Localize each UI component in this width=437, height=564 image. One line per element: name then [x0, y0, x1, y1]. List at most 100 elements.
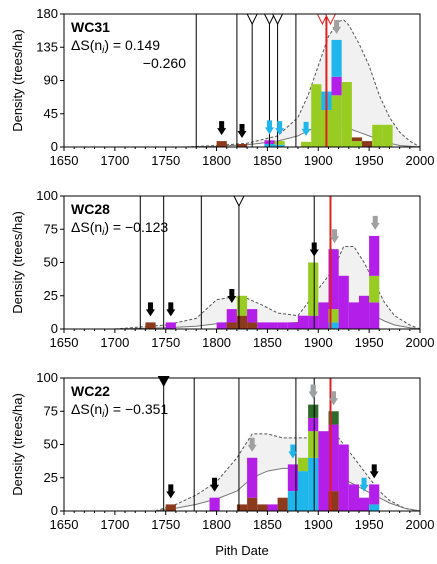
y-axis-label: Density (trees/ha) [10, 211, 25, 314]
open-triangle-marker [271, 13, 284, 26]
x-tick-label: 1750 [151, 517, 180, 532]
black-arrow-marker [369, 464, 379, 479]
black-arrow-marker [309, 242, 319, 257]
x-tick-label: 1900 [304, 153, 333, 168]
delta-s-statistic: ΔS(ni) = −0.123 [71, 219, 168, 238]
x-tick-label: 1800 [202, 517, 231, 532]
x-tick-label: 1850 [253, 517, 282, 532]
cyan-arrow-marker [359, 477, 369, 492]
bar-segment [165, 322, 176, 329]
y-tick-label: 0 [51, 321, 58, 336]
open-triangle-marker [246, 13, 258, 26]
bar-segment [308, 315, 319, 329]
bar-segment [369, 302, 380, 329]
envelope-upper-line [186, 19, 421, 148]
cyan-arrow-marker [264, 120, 274, 135]
x-tick-label: 1950 [355, 517, 384, 532]
gray-arrow-marker [308, 384, 318, 399]
bar-segment [362, 141, 373, 147]
gray-arrow-marker [330, 229, 340, 244]
y-tick-label: 100 [36, 188, 58, 203]
envelope-upper-line [114, 246, 421, 330]
bar-segment [369, 504, 380, 511]
x-tick-label: 1650 [50, 517, 79, 532]
x-tick-label: 1650 [50, 335, 79, 350]
bar-segment [267, 504, 278, 511]
bar-segment [236, 504, 248, 511]
stat-label: ΔS(n [71, 37, 102, 53]
bar-segment [308, 262, 319, 316]
bar-segment [348, 302, 359, 329]
bar-segment [372, 124, 383, 147]
bar-segment [247, 457, 258, 498]
gray-arrow-marker [332, 19, 342, 34]
stat-subscript: i [102, 45, 105, 56]
bar-segment [287, 322, 298, 329]
panel-title: WC31 [71, 19, 110, 35]
stat-subscript: i [102, 409, 105, 420]
y-tick-label: 25 [44, 470, 58, 485]
filled-triangle-marker [157, 376, 170, 387]
x-tick-label: 1850 [253, 335, 282, 350]
x-tick-label: 1900 [304, 335, 333, 350]
black-arrow-marker [145, 302, 155, 317]
bar-segment [328, 322, 339, 329]
bar-segment [331, 39, 342, 77]
stat-label: ΔS(n [71, 219, 102, 235]
gray-arrow-marker [329, 391, 339, 406]
bar-segment [277, 497, 288, 511]
bar-segment [359, 295, 370, 330]
y-tick-label: 45 [44, 106, 58, 121]
bar-segment [247, 309, 258, 323]
x-tick-label: 2000 [406, 517, 435, 532]
bar-segment [301, 141, 312, 147]
bar-segment [209, 497, 220, 511]
panel-title: WC22 [71, 383, 110, 399]
bar-segment [338, 275, 349, 329]
bar-segment [359, 497, 370, 511]
bar-segment [267, 322, 278, 329]
x-tick-label: 1700 [100, 153, 129, 168]
x-axis-label: Pith Date [215, 543, 268, 558]
y-tick-label: 135 [36, 39, 58, 54]
y-tick-label: 25 [44, 288, 58, 303]
bar-segment [236, 315, 248, 329]
y-tick-label: 50 [44, 255, 58, 270]
x-tick-label: 1650 [50, 153, 79, 168]
y-tick-label: 180 [36, 6, 58, 21]
stat-subscript: i [102, 227, 105, 238]
bar-segment [369, 235, 380, 276]
bar-segment [348, 484, 359, 511]
y-tick-label: 0 [51, 503, 58, 518]
bar-segment [297, 471, 309, 511]
x-tick-label: 1700 [100, 517, 129, 532]
black-arrow-marker [166, 484, 176, 499]
bar-segment [226, 309, 237, 323]
x-tick-label: 1800 [202, 153, 231, 168]
stat-value: ) = −0.351 [104, 401, 168, 417]
bar-segment [328, 309, 339, 323]
bar-segment [287, 464, 298, 491]
y-tick-label: 75 [44, 403, 58, 418]
gray-arrow-marker [247, 437, 257, 452]
open-triangle-marker [233, 195, 245, 208]
bar-segment [311, 84, 322, 147]
x-tick-label: 1800 [202, 335, 231, 350]
bar-segment [351, 137, 363, 142]
stat-label: ΔS(n [71, 401, 102, 417]
bar-segment [145, 322, 156, 329]
bar-segment [328, 491, 339, 511]
bar-segment [247, 497, 258, 511]
bar-segment [308, 417, 319, 432]
y-axis-label: Density (trees/ha) [10, 29, 25, 132]
black-arrow-marker [210, 477, 220, 492]
bar-segment [308, 404, 319, 418]
y-tick-label: 100 [36, 370, 58, 385]
x-tick-label: 1850 [253, 153, 282, 168]
density-envelope [186, 19, 420, 147]
x-tick-label: 1900 [304, 517, 333, 532]
panel-title: WC28 [71, 201, 110, 217]
delta-s-statistic-secondary: −0.260 [143, 55, 186, 71]
bar-segment [287, 491, 298, 511]
bar-segment [328, 411, 339, 425]
